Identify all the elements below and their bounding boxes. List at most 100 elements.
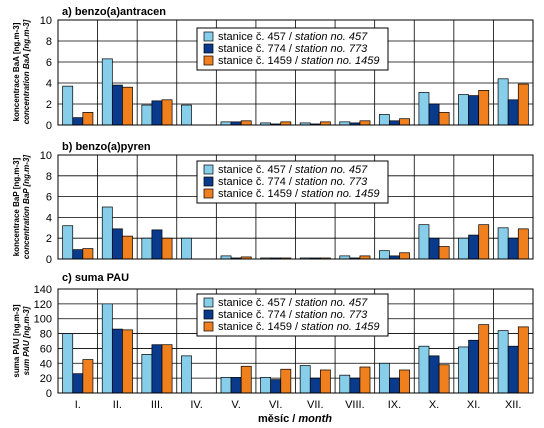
bar-a-ix-station-774 — [389, 120, 400, 126]
bar-c-x-station-457 — [418, 345, 430, 394]
bar-c-x-station-1459 — [438, 364, 450, 394]
bar-a-xi-station-774 — [468, 95, 480, 126]
bar-c-iv-station-457 — [181, 355, 192, 394]
panel-c-ytick-labels: 0 20 40 60 80 100 120 140 — [34, 284, 52, 400]
panel-a-ytick-label: 10 — [40, 15, 52, 27]
bar-b-ii-station-774 — [111, 228, 123, 260]
bar-b-x-station-774 — [428, 237, 440, 260]
bar-a-i-station-457 — [62, 85, 74, 126]
bar-c-vii-station-457 — [299, 365, 311, 394]
x-tick-x: X. — [429, 399, 439, 411]
bar-c-xii-station-774 — [507, 345, 519, 394]
bar-c-ii-station-774 — [111, 328, 123, 394]
panel-b-plot-frame — [57, 154, 534, 260]
bar-a-xi-station-1459 — [478, 89, 490, 126]
bar-c-iii-station-1459 — [161, 344, 173, 394]
bar-b-i-station-457 — [62, 225, 74, 260]
bar-a-x-station-457 — [418, 92, 430, 126]
panel-b-legend-box — [196, 160, 389, 204]
panel-b: 0 2 4 6 8 10 b) benzo(a)pyren koncentrace BaP… — [12, 141, 534, 266]
bar-c-vii-station-1459 — [319, 369, 331, 394]
panel-c-legend: stanice č. 457 / station no. 457 stanice… — [196, 293, 389, 337]
legend-c-label-1459-en: station no. 1459 — [301, 321, 379, 333]
bar-a-ix-station-1459 — [399, 118, 410, 126]
panel-b-ytick-label: 2 — [46, 233, 52, 245]
panel-c-ylabel-en: sum PAU [ng.m-3] — [22, 306, 31, 375]
bar-a-iv-station-457 — [181, 104, 192, 126]
legend-c-swatch-774 — [203, 309, 214, 320]
panel-a-ylabel: koncentrace BaA [ng.m-3] — [12, 22, 21, 121]
bar-a-ix-station-457 — [378, 114, 390, 126]
bar-b-xi-station-1459 — [478, 224, 490, 260]
panel-a-title: a) benzo(a)antracen — [62, 6, 166, 18]
bar-b-iv-station-457 — [181, 237, 192, 260]
panel-a-legend-box — [196, 27, 389, 71]
bar-c-xii-station-1459 — [517, 326, 529, 394]
bar-c-vi-station-457 — [260, 377, 272, 394]
x-tick-ii: II. — [113, 399, 122, 411]
panel-b-ytick-label: 0 — [46, 254, 52, 266]
bar-a-v-station-1459 — [240, 120, 252, 126]
bar-c-x-station-774 — [428, 355, 440, 394]
bar-a-iii-station-1459 — [161, 99, 173, 126]
bar-c-ix-station-774 — [389, 377, 400, 394]
x-tick-ix: IX. — [388, 399, 401, 411]
panel-b-ytick-label: 8 — [46, 171, 52, 183]
panel-b-ylabel: koncentrace BaP [ng.m-3] — [12, 157, 21, 256]
panel-b-legend: stanice č. 457 / station no. 457 stanice… — [196, 160, 389, 204]
bar-c-vi-station-774 — [270, 379, 282, 394]
panel-c-bars — [62, 303, 529, 394]
bar-c-v-station-774 — [230, 377, 242, 394]
x-tick-iv: IV. — [190, 399, 202, 411]
x-tick-xi: XI. — [467, 399, 480, 411]
panel-a-ylabel-en: concentration BaA [ng.m-3] — [22, 19, 31, 124]
bar-a-xii-station-774 — [507, 99, 519, 126]
legend-a-label-774: stanice č. 774 — [218, 43, 286, 55]
panel-a-plot-frame — [57, 19, 534, 126]
x-tick-iii: III. — [151, 399, 163, 411]
panel-c-ytick-label: 80 — [40, 329, 52, 341]
bar-c-xi-station-774 — [468, 339, 480, 394]
panel-a-legend: stanice č. 457 / station no. 457 stanice… — [196, 27, 389, 71]
bar-b-ii-station-1459 — [122, 235, 133, 260]
legend-b-label-457: stanice č. 457 — [218, 164, 286, 176]
legend-b-label-457-en: station no. 457 — [295, 164, 368, 176]
panel-b-ytick-label: 10 — [40, 150, 52, 162]
legend-c-label-1459: stanice č. 1459 — [218, 321, 292, 333]
x-tick-vii: VII. — [307, 399, 324, 411]
bar-b-xi-station-457 — [458, 237, 469, 260]
bar-c-ix-station-457 — [378, 362, 390, 394]
svg-text:stanice č. 457 / station no. 4: stanice č. 457 / station no. 457 — [218, 164, 368, 176]
bar-b-xii-station-1459 — [517, 228, 529, 260]
x-tick-viii: VIII. — [345, 399, 365, 411]
bar-c-xi-station-1459 — [478, 324, 490, 394]
panel-a-ytick-label: 0 — [46, 120, 52, 132]
svg-text:stanice č. 457 / station no. 4: stanice č. 457 / station no. 457 — [218, 297, 368, 309]
bar-c-vii-station-774 — [309, 377, 321, 394]
x-category-labels: I. II. III. IV. V. VI. VII. VIII. IX. X. XI. XII. — [75, 399, 522, 411]
bar-b-iii-station-774 — [151, 229, 163, 260]
bar-b-ix-station-457 — [378, 250, 390, 260]
panel-c-legend-box — [196, 293, 389, 337]
legend-b-label-1459-en: station no. 1459 — [301, 188, 379, 200]
bar-b-x-station-457 — [418, 224, 430, 260]
x-tick-xii: XII. — [505, 399, 522, 411]
bar-a-ii-station-774 — [111, 84, 123, 126]
legend-a-swatch-774 — [203, 43, 214, 54]
x-axis-title-en: month — [298, 413, 332, 425]
legend-a-swatch-1459 — [203, 55, 214, 66]
bar-c-viii-station-774 — [349, 377, 361, 394]
x-axis-title: měsíc / month — [258, 413, 332, 425]
legend-a-label-457-en: station no. 457 — [295, 31, 368, 43]
bar-b-iii-station-1459 — [161, 237, 173, 260]
panel-c-title: c) suma PAU — [62, 272, 129, 284]
svg-text:stanice č. 774 / station no. 7: stanice č. 774 / station no. 773 — [218, 309, 368, 321]
bar-b-ix-station-1459 — [399, 252, 410, 260]
svg-text:stanice č. 457 / station no. 4: stanice č. 457 / station no. 457 — [218, 31, 368, 43]
bar-a-ii-station-1459 — [122, 86, 133, 126]
bar-a-xii-station-457 — [497, 78, 509, 126]
bar-a-viii-station-1459 — [359, 120, 371, 126]
panel-c-ytick-label: 120 — [34, 299, 52, 311]
bar-a-i-station-774 — [72, 117, 84, 126]
